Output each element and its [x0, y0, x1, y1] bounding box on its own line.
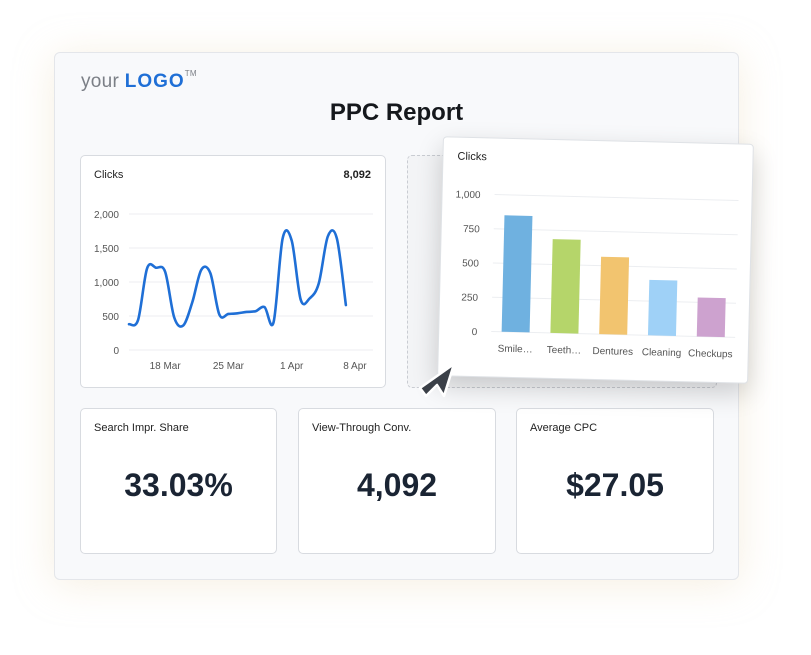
bar-2	[599, 256, 630, 335]
bar-y-tick-label: 750	[463, 224, 480, 235]
kpi-value: 4,092	[356, 467, 438, 503]
line-x-tick-label: 18 Mar	[150, 361, 182, 372]
logo-word: LOGO	[124, 71, 185, 92]
clicks-bar-card-dragging[interactable]: Clicks 0 250 500 750 1,000 Smile… Teeth… Dentur…	[437, 136, 754, 384]
bar-gridline	[493, 228, 738, 236]
kpi-label: View-Through Conv.	[312, 422, 412, 434]
line-x-tick-label: 8 Apr	[343, 361, 367, 372]
cursor-arrow-icon	[418, 362, 456, 398]
kpi-card-view-through-conv[interactable]: View-Through Conv. 4,092	[298, 408, 496, 554]
bar-x-tick-label: Checkups	[688, 348, 733, 360]
bar-1	[550, 239, 581, 334]
page-title: PPC Report	[329, 99, 464, 126]
line-x-tick-label: 25 Mar	[213, 361, 245, 372]
brand-logo: your LOGOTM	[81, 69, 197, 93]
bar-card-title: Clicks	[457, 151, 487, 164]
bar-0	[501, 215, 533, 333]
clicks-card-total: 8,092	[343, 169, 371, 181]
clicks-line-card[interactable]: Clicks 8,092 0 500 1,000 1,500 2,000 18 Mar 25…	[80, 155, 386, 388]
kpi-label: Search Impr. Share	[94, 422, 189, 434]
clicks-card-title: Clicks	[94, 169, 124, 181]
bar-4	[696, 297, 726, 338]
bar-gridline	[494, 194, 739, 201]
logo-prefix: your	[81, 71, 120, 92]
line-x-tick-label: 1 Apr	[280, 361, 304, 372]
line-y-tick-label: 500	[102, 312, 119, 323]
bar-y-tick-label: 500	[462, 258, 479, 269]
clicks-series-line	[127, 229, 348, 328]
kpi-value: $27.05	[566, 467, 664, 503]
bar-y-tick-label: 0	[471, 327, 477, 338]
bar-x-tick-label: Smile…	[498, 344, 533, 356]
bar-3	[647, 279, 678, 336]
bar-y-tick-label: 1,000	[455, 190, 481, 202]
kpi-card-search-impr-share[interactable]: Search Impr. Share 33.03%	[80, 408, 277, 554]
kpi-label: Average CPC	[530, 422, 598, 434]
line-y-tick-label: 1,000	[94, 278, 119, 289]
clicks-line-chart: 0 500 1,000 1,500 2,000 18 Mar 25 Mar 1 Apr 8 Ap…	[94, 210, 373, 372]
kpi-card-average-cpc[interactable]: Average CPC $27.05	[516, 408, 714, 554]
bar-x-tick-label: Cleaning	[642, 347, 682, 359]
bar-x-tick-label: Dentures	[592, 346, 633, 358]
bar-x-tick-label: Teeth…	[547, 345, 582, 357]
kpi-value: 33.03%	[124, 467, 233, 503]
bar-y-tick-label: 250	[461, 292, 478, 303]
line-y-tick-label: 0	[113, 346, 119, 357]
line-y-tick-label: 1,500	[94, 244, 119, 255]
clicks-bar-chart: Clicks 0 250 500 750 1,000 Smile… Teeth… Dentur…	[455, 151, 739, 360]
line-y-tick-label: 2,000	[94, 210, 119, 221]
logo-trademark: TM	[184, 69, 197, 78]
